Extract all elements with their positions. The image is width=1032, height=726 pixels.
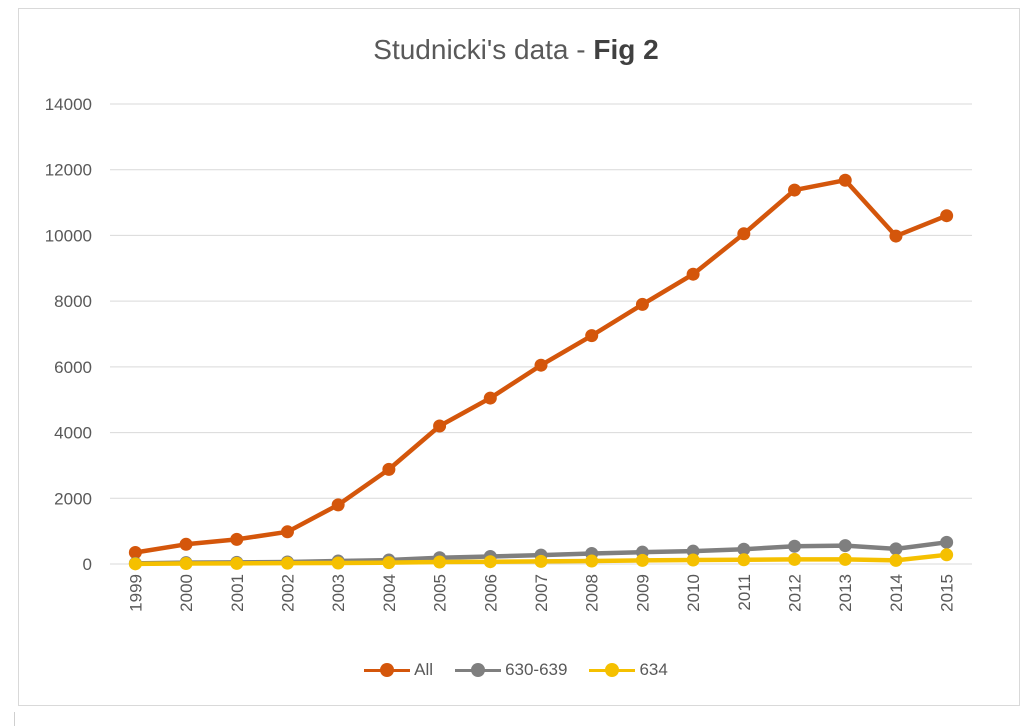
chart-title-main: Studnicki's data -	[373, 34, 594, 65]
legend-swatch-dot	[380, 663, 395, 677]
data-point-All	[940, 209, 954, 223]
data-point-634	[433, 555, 447, 569]
data-point-634	[686, 553, 700, 567]
x-tick-label: 2003	[329, 574, 348, 612]
legend-item: All	[364, 660, 433, 680]
legend-swatch-dot	[605, 663, 620, 677]
legend-label: All	[414, 660, 434, 679]
x-tick-label: 2011	[735, 574, 754, 611]
data-point-All	[433, 419, 447, 433]
y-tick-label: 2000	[54, 489, 92, 508]
data-point-All	[635, 297, 649, 311]
x-tick-label: 2000	[177, 574, 196, 612]
data-point-634	[230, 556, 244, 570]
legend: All 630-639 634	[0, 660, 1032, 680]
data-point-634	[280, 556, 294, 570]
data-point-634	[179, 557, 193, 571]
x-tick-label: 2010	[684, 574, 703, 612]
y-tick-label: 8000	[54, 292, 92, 311]
data-point-634	[483, 555, 497, 569]
x-tick-label: 2015	[938, 574, 957, 612]
y-tick-label: 0	[83, 555, 92, 574]
legend-label: 634	[639, 660, 668, 679]
data-point-All	[534, 358, 548, 372]
data-point-630-639	[788, 539, 802, 553]
data-point-630-639	[737, 542, 751, 556]
data-point-All	[788, 183, 802, 197]
y-tick-label: 12000	[45, 161, 92, 180]
x-tick-label: 2006	[481, 574, 500, 612]
data-point-634	[585, 554, 599, 568]
legend-swatch	[589, 663, 636, 677]
data-point-All	[179, 537, 193, 551]
data-point-634	[534, 554, 548, 568]
data-point-All	[737, 227, 751, 241]
legend-swatch-dot	[471, 663, 486, 677]
data-point-634	[889, 553, 903, 567]
data-point-All	[483, 391, 497, 405]
legend-label: 630-639	[505, 660, 568, 679]
data-point-634	[635, 553, 649, 567]
data-point-All	[128, 546, 142, 559]
data-point-634	[940, 548, 954, 562]
data-point-All	[889, 229, 903, 243]
x-tick-label: 2013	[836, 574, 855, 612]
legend-item: 630-639	[455, 660, 567, 680]
x-tick-label: 2014	[887, 574, 906, 612]
x-tick-label: 2005	[431, 574, 450, 612]
y-tick-label: 10000	[45, 226, 92, 245]
data-point-630-639	[889, 542, 903, 556]
y-tick-label: 4000	[54, 424, 92, 443]
data-point-All	[331, 498, 345, 512]
data-point-634	[331, 556, 345, 570]
data-point-All	[838, 173, 852, 187]
x-tick-label: 2007	[532, 574, 551, 612]
edge-mark	[14, 712, 15, 726]
legend-item: 634	[589, 660, 668, 680]
x-tick-label: 2012	[786, 574, 805, 612]
data-point-630-639	[838, 539, 852, 553]
x-tick-label: 2004	[380, 574, 399, 612]
data-point-634	[737, 553, 751, 567]
data-point-634	[382, 556, 396, 570]
data-point-All	[230, 532, 244, 546]
x-tick-label: 2008	[583, 574, 602, 612]
chart-title: Studnicki's data - Fig 2	[0, 34, 1032, 66]
x-tick-label: 1999	[126, 574, 145, 612]
data-point-634	[838, 552, 852, 566]
data-point-634	[788, 552, 802, 566]
x-tick-label: 2009	[633, 574, 652, 612]
data-point-All	[382, 462, 396, 476]
legend-swatch	[364, 663, 411, 677]
x-tick-label: 2002	[278, 574, 297, 612]
x-tick-label: 2001	[228, 574, 247, 612]
y-tick-label: 6000	[54, 358, 92, 377]
data-point-All	[585, 329, 599, 343]
data-point-630-639	[940, 535, 954, 549]
y-tick-label: 14000	[45, 95, 92, 114]
data-point-All	[280, 525, 294, 539]
legend-swatch	[455, 663, 502, 677]
chart-frame	[18, 8, 1020, 706]
data-point-All	[686, 267, 700, 281]
chart-title-bold: Fig 2	[593, 34, 659, 65]
data-point-634	[128, 557, 142, 571]
